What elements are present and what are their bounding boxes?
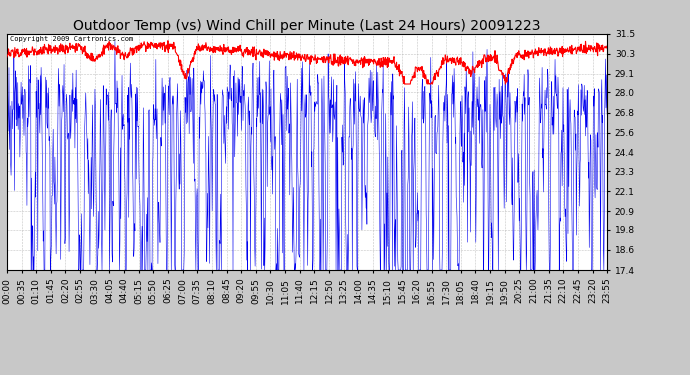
- Text: Copyright 2009 Cartronics.com: Copyright 2009 Cartronics.com: [10, 36, 133, 42]
- Title: Outdoor Temp (vs) Wind Chill per Minute (Last 24 Hours) 20091223: Outdoor Temp (vs) Wind Chill per Minute …: [73, 19, 541, 33]
